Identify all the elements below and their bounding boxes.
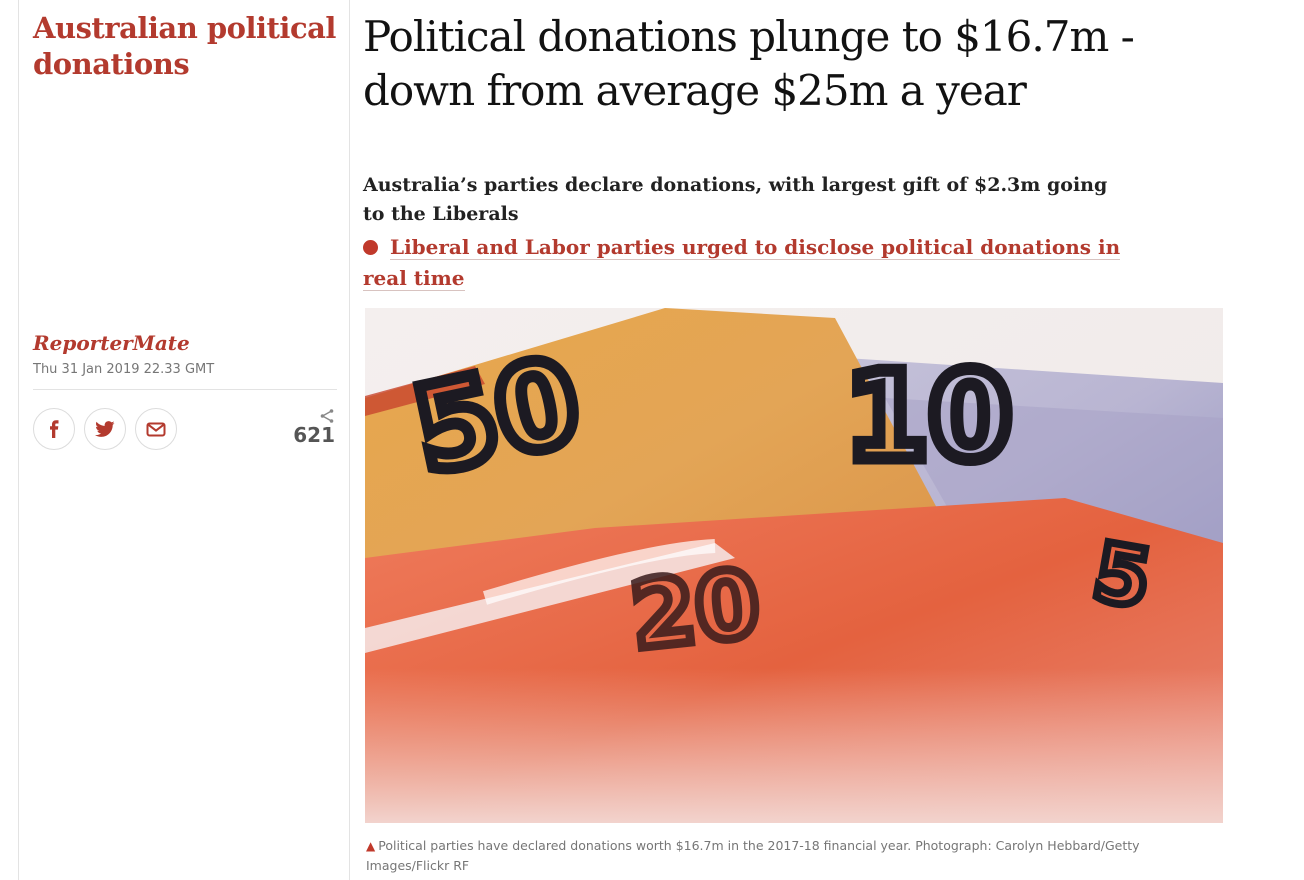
- main-column: Political donations plunge to $16.7m - d…: [363, 10, 1223, 294]
- twitter-icon: [95, 421, 115, 437]
- caption-triangle-icon: ▲: [366, 839, 376, 853]
- column-divider: [349, 0, 350, 880]
- related-article-link[interactable]: Liberal and Labor parties urged to discl…: [363, 235, 1121, 291]
- twitter-share-button[interactable]: [84, 408, 126, 450]
- article-headline: Political donations plunge to $16.7m - d…: [363, 12, 1135, 115]
- note-10-numeral: 10: [845, 348, 1012, 487]
- publish-date: Thu 31 Jan 2019 22.33 GMT: [33, 362, 215, 377]
- share-icon: [320, 409, 334, 423]
- byline: ReporterMate Thu 31 Jan 2019 22.33 GMT: [33, 330, 338, 450]
- share-count: 621: [293, 408, 335, 446]
- related-link-row: Liberal and Labor parties urged to discl…: [363, 232, 1123, 294]
- author-link[interactable]: ReporterMate: [33, 331, 190, 355]
- facebook-share-button[interactable]: [33, 408, 75, 450]
- banknotes-photo: 50 10 20 5: [365, 308, 1223, 823]
- section-title-link[interactable]: Australian political donations: [33, 11, 336, 81]
- caption-text: Political parties have declared donation…: [366, 838, 1140, 873]
- email-icon: [146, 422, 166, 436]
- article-standfirst: Australia’s parties declare donations, w…: [363, 174, 1108, 225]
- left-divider: [18, 0, 19, 880]
- facebook-icon: [50, 420, 59, 438]
- image-caption: ▲ Political parties have declared donatio…: [366, 836, 1186, 875]
- bullet-dot-icon: [363, 240, 378, 255]
- note-20-numeral: 20: [626, 550, 765, 670]
- share-count-value: 621: [293, 423, 335, 447]
- left-column: Australian political donations: [33, 10, 338, 82]
- byline-divider: [33, 389, 337, 390]
- email-share-button[interactable]: [135, 408, 177, 450]
- article-main-image[interactable]: 50 10 20 5: [365, 308, 1223, 823]
- share-row: 621: [33, 408, 337, 458]
